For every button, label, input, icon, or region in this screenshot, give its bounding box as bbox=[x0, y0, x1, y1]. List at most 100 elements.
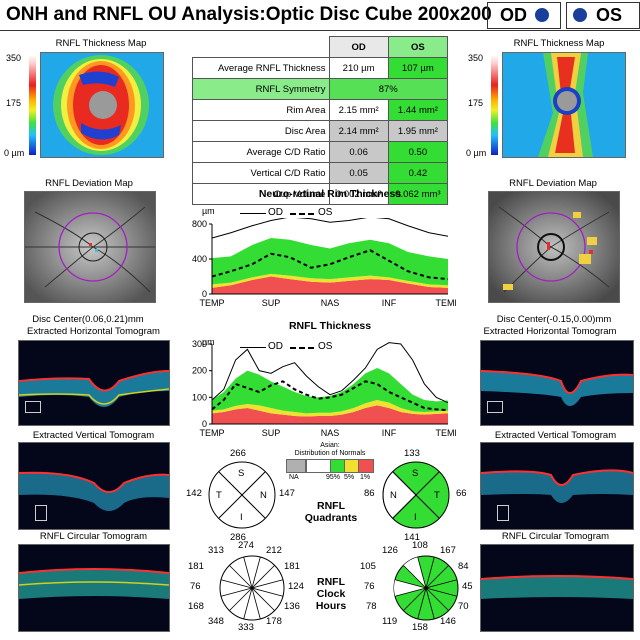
od-disc-center: Disc Center(0.06,0.21)mm bbox=[32, 314, 144, 325]
od-quad-s-value: 266 bbox=[230, 448, 246, 459]
row-label: Average RNFL Thickness bbox=[192, 57, 330, 79]
x-tick-label: SUP bbox=[262, 298, 281, 308]
clock-spoke bbox=[425, 587, 458, 597]
os-clock-value: 108 bbox=[412, 540, 428, 551]
od-value: 2.14 mm² bbox=[328, 120, 389, 142]
rnfl-thickness-chart-title: RNFL Thickness bbox=[288, 320, 372, 332]
norms-legend: Asian: Distribution of Normals NA 95% 5%… bbox=[284, 442, 376, 486]
quadrants-label-line2: Quadrants bbox=[304, 512, 358, 524]
clock-spoke bbox=[220, 579, 253, 589]
norms-legend-title: Asian: bbox=[320, 442, 340, 449]
od-vertical-tomogram bbox=[18, 442, 170, 530]
os-clock-circle bbox=[393, 555, 459, 621]
od-quad-n-letter: N bbox=[260, 490, 267, 501]
od-deviation-map-caption: RNFL Deviation Map bbox=[45, 178, 133, 189]
od-circular-tomogram bbox=[18, 544, 170, 632]
clock-spoke bbox=[394, 587, 427, 597]
os-thickness-map-caption: RNFL Thickness Map bbox=[513, 38, 605, 49]
os-value: 1.44 mm² bbox=[387, 99, 449, 121]
clock-spoke bbox=[229, 565, 253, 589]
rnfl-norm-bands bbox=[212, 368, 448, 424]
norm-band-95pct bbox=[212, 368, 448, 414]
od-quad-i-value: 286 bbox=[230, 532, 246, 543]
od-clock-value: 136 bbox=[284, 601, 300, 612]
od-value: 0.05 bbox=[328, 162, 389, 184]
od-quad-i-letter: I bbox=[240, 512, 243, 523]
y-tick-label: 800 bbox=[192, 219, 207, 229]
od-quad-t-value: 142 bbox=[186, 488, 202, 499]
clock-sector-white bbox=[394, 579, 426, 597]
od-value: 0.06 bbox=[328, 141, 389, 163]
os-rnfl-deviation-map bbox=[488, 191, 620, 303]
rnfl-x-ticks: TEMP SUP NAS INF TEMP bbox=[199, 428, 456, 438]
od-horizontal-tomogram bbox=[18, 340, 170, 426]
norm-95-label: 95% bbox=[326, 474, 341, 481]
os-vertical-tomogram bbox=[480, 442, 634, 530]
rim-y-ticks: 0 400 800 bbox=[192, 219, 212, 299]
norms-legend-subtitle: Distribution of Normals bbox=[294, 450, 366, 457]
os-value: 107 µm bbox=[387, 57, 449, 79]
os-clock-value: 146 bbox=[440, 616, 456, 627]
parameters-table: OD OS Average RNFL Thickness 210 µm 107 … bbox=[192, 36, 449, 205]
table-row: Vertical C/D Ratio 0.05 0.42 bbox=[192, 162, 449, 184]
clock-hours-label: RNFL Clock Hours bbox=[296, 576, 366, 612]
os-clock-value: 84 bbox=[458, 561, 469, 572]
y-tick-label: 100 bbox=[192, 392, 207, 402]
tomogram-orientation-icon bbox=[487, 401, 503, 413]
table-row: Average C/D Ratio 0.06 0.50 bbox=[192, 141, 449, 163]
od-quad-t-letter: T bbox=[216, 490, 222, 501]
clock-sector-white bbox=[403, 557, 426, 588]
os-value: 0.50 bbox=[387, 141, 449, 163]
legend-os-label: OS bbox=[318, 341, 333, 352]
os-quad-i-letter: I bbox=[414, 512, 417, 523]
col-header-od: OD bbox=[328, 36, 389, 58]
rim-x-ticks: TEMP SUP NAS INF TEMP bbox=[199, 298, 456, 308]
os-clock-hours: 108 167 84 45 70 146 158 119 78 76 105 1… bbox=[360, 540, 473, 636]
row-label: Average C/D Ratio bbox=[192, 141, 330, 163]
clock-label-line2: Clock bbox=[316, 588, 346, 600]
quadrants-label-line1: RNFL bbox=[317, 500, 345, 512]
od-scale-min: 0 µm bbox=[4, 148, 25, 158]
od-value: 2.15 mm² bbox=[328, 99, 389, 121]
clock-spoke bbox=[403, 565, 427, 589]
rim-thickness-chart-title: Neuro-retinal Rim Thickness bbox=[258, 188, 402, 200]
od-circular-tomogram-caption: RNFL Circular Tomogram bbox=[39, 531, 148, 542]
row-label: Vertical C/D Ratio bbox=[192, 162, 330, 184]
rnfl-chart-legend: OD OS bbox=[232, 341, 422, 353]
clock-spoke bbox=[251, 587, 261, 620]
rim-norm-bands bbox=[212, 238, 448, 294]
od-scale-max: 350 bbox=[6, 53, 22, 63]
rnfl-grid bbox=[211, 344, 448, 425]
norm-na-label: NA bbox=[289, 474, 299, 481]
od-clock-value: 76 bbox=[190, 581, 201, 592]
od-clock-value: 348 bbox=[208, 616, 224, 627]
os-quadrant-circle bbox=[382, 461, 450, 529]
od-clock-value: 178 bbox=[266, 616, 282, 627]
od-quad-s-letter: S bbox=[238, 468, 245, 479]
od-color-scale-bar bbox=[29, 55, 36, 155]
table-row: Cup Volume 0.002 mm³ 0.062 mm³ bbox=[192, 183, 449, 205]
legend-os-line-icon bbox=[290, 347, 314, 349]
od-quadrants: S T N I 266 142 147 286 bbox=[186, 448, 296, 544]
col-header-os: OS bbox=[387, 36, 449, 58]
od-eye-indicator: OD bbox=[487, 2, 561, 29]
od-clock-value: 333 bbox=[238, 622, 254, 633]
clock-spoke bbox=[243, 556, 253, 589]
norm-band-5pct bbox=[212, 400, 448, 417]
od-quad-n-value: 147 bbox=[279, 488, 295, 499]
table-row: Rim Area 2.15 mm² 1.44 mm² bbox=[192, 99, 449, 121]
clock-spoke bbox=[425, 565, 449, 589]
os-clock-value: 105 bbox=[360, 561, 376, 572]
norm-band-1pct bbox=[212, 405, 448, 424]
os-scale-max: 350 bbox=[468, 53, 484, 63]
os-value: 1.95 mm² bbox=[387, 120, 449, 142]
rnfl-od-line bbox=[211, 342, 449, 404]
tomogram-orientation-icon bbox=[497, 505, 509, 521]
clock-spoke bbox=[251, 579, 284, 589]
od-clock-circle bbox=[219, 555, 285, 621]
od-clock-value: 313 bbox=[208, 545, 224, 556]
x-tick-label: TEMP bbox=[199, 428, 224, 438]
clock-spoke bbox=[243, 587, 253, 620]
legend-od-line-icon bbox=[240, 213, 266, 214]
legend-os-line-icon bbox=[290, 213, 314, 215]
